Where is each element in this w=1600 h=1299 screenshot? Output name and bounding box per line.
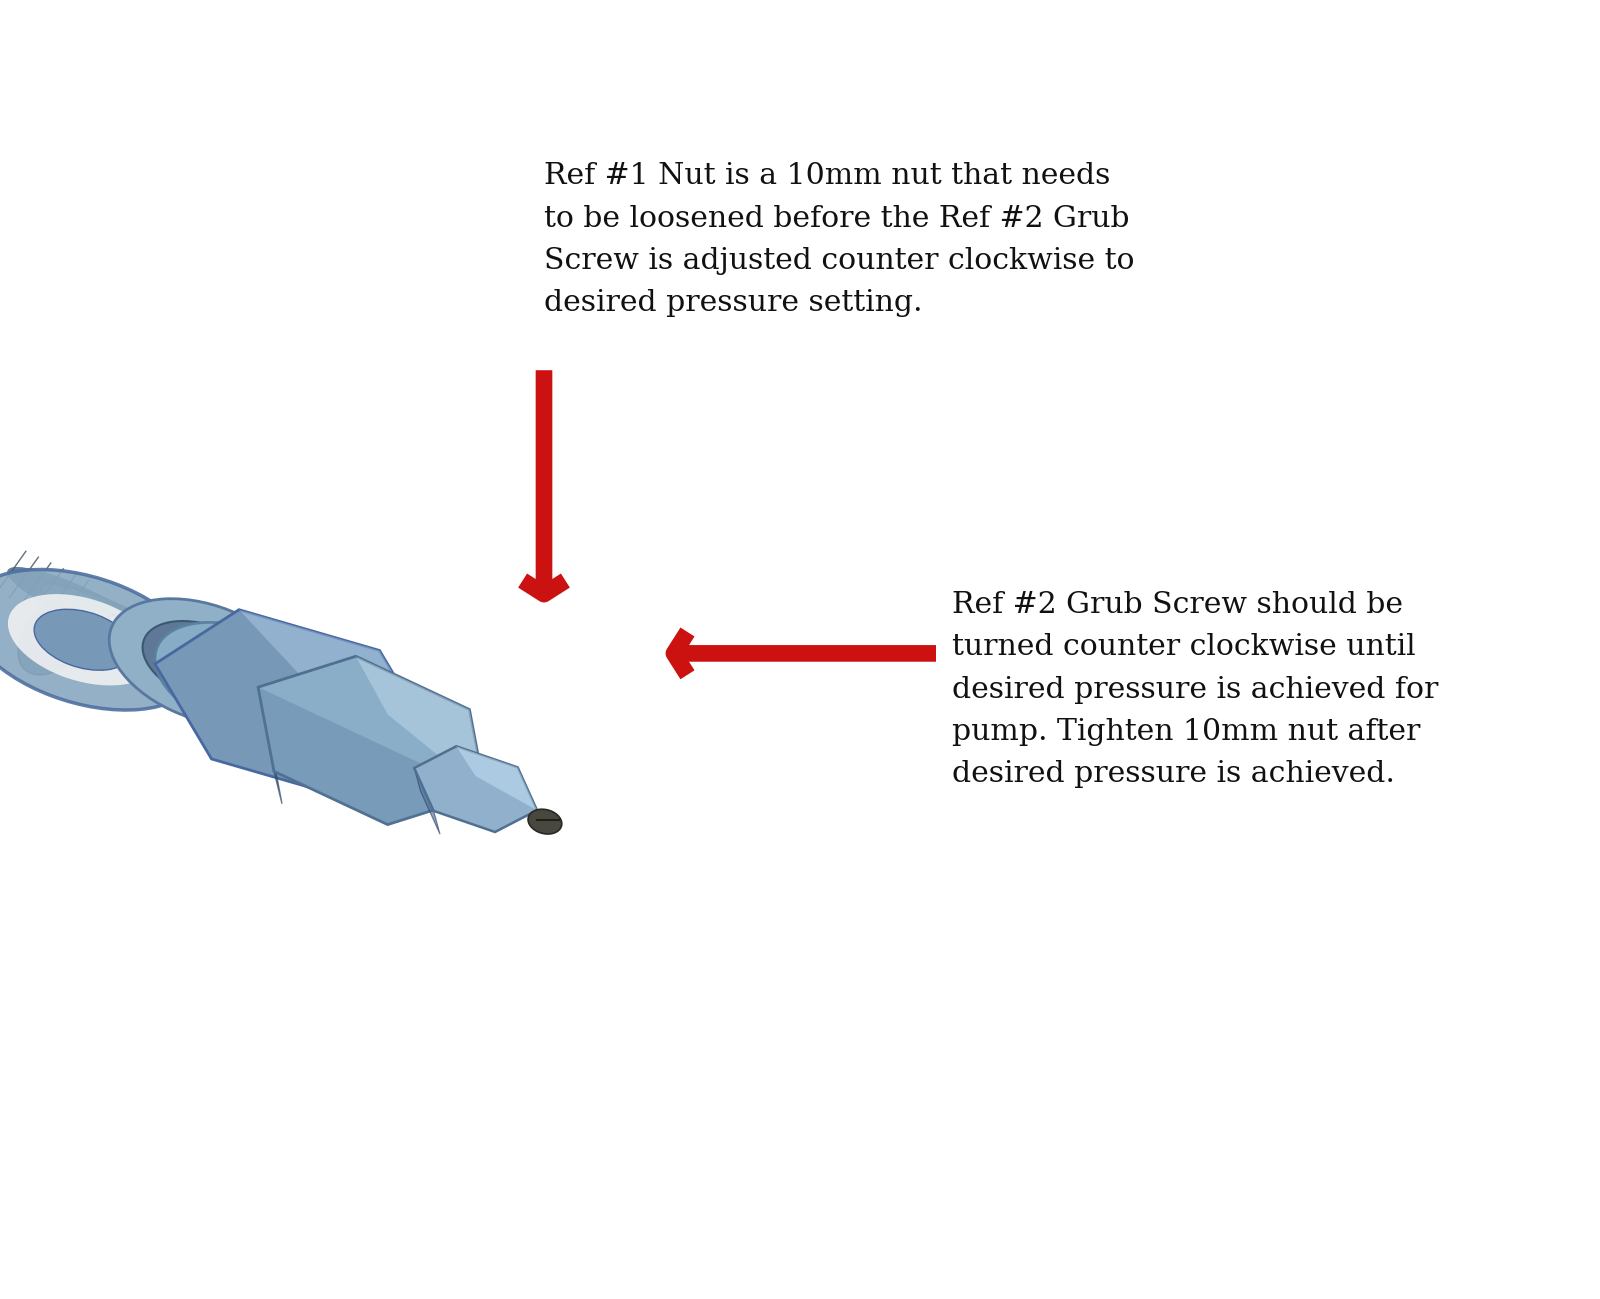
Ellipse shape	[0, 569, 200, 711]
Ellipse shape	[107, 614, 253, 687]
Ellipse shape	[174, 647, 320, 717]
Polygon shape	[456, 746, 538, 811]
Polygon shape	[258, 687, 485, 825]
Ellipse shape	[8, 569, 154, 639]
Polygon shape	[414, 768, 440, 834]
Text: Ref #1 Nut is a 10mm nut that needs
to be loosened before the Ref #2 Grub
Screw : Ref #1 Nut is a 10mm nut that needs to b…	[544, 162, 1134, 317]
Ellipse shape	[109, 616, 253, 686]
Ellipse shape	[75, 600, 219, 670]
Ellipse shape	[8, 568, 154, 640]
Ellipse shape	[142, 621, 269, 704]
Ellipse shape	[174, 646, 320, 718]
Ellipse shape	[34, 609, 133, 670]
Ellipse shape	[141, 631, 286, 701]
Ellipse shape	[176, 643, 235, 682]
Ellipse shape	[75, 599, 219, 672]
Ellipse shape	[8, 594, 158, 686]
Ellipse shape	[42, 583, 187, 656]
Ellipse shape	[109, 599, 302, 726]
Polygon shape	[414, 746, 538, 833]
Ellipse shape	[19, 592, 98, 674]
Ellipse shape	[189, 644, 291, 713]
Ellipse shape	[42, 585, 187, 655]
Text: Ref #2 Grub Screw should be
turned counter clockwise until
desired pressure is a: Ref #2 Grub Screw should be turned count…	[952, 591, 1438, 788]
Polygon shape	[238, 609, 437, 746]
Polygon shape	[155, 609, 437, 800]
Polygon shape	[258, 687, 282, 804]
Polygon shape	[355, 656, 485, 794]
Ellipse shape	[528, 809, 562, 834]
Ellipse shape	[141, 630, 286, 703]
Polygon shape	[197, 642, 302, 725]
Ellipse shape	[155, 622, 325, 735]
Polygon shape	[258, 656, 485, 825]
